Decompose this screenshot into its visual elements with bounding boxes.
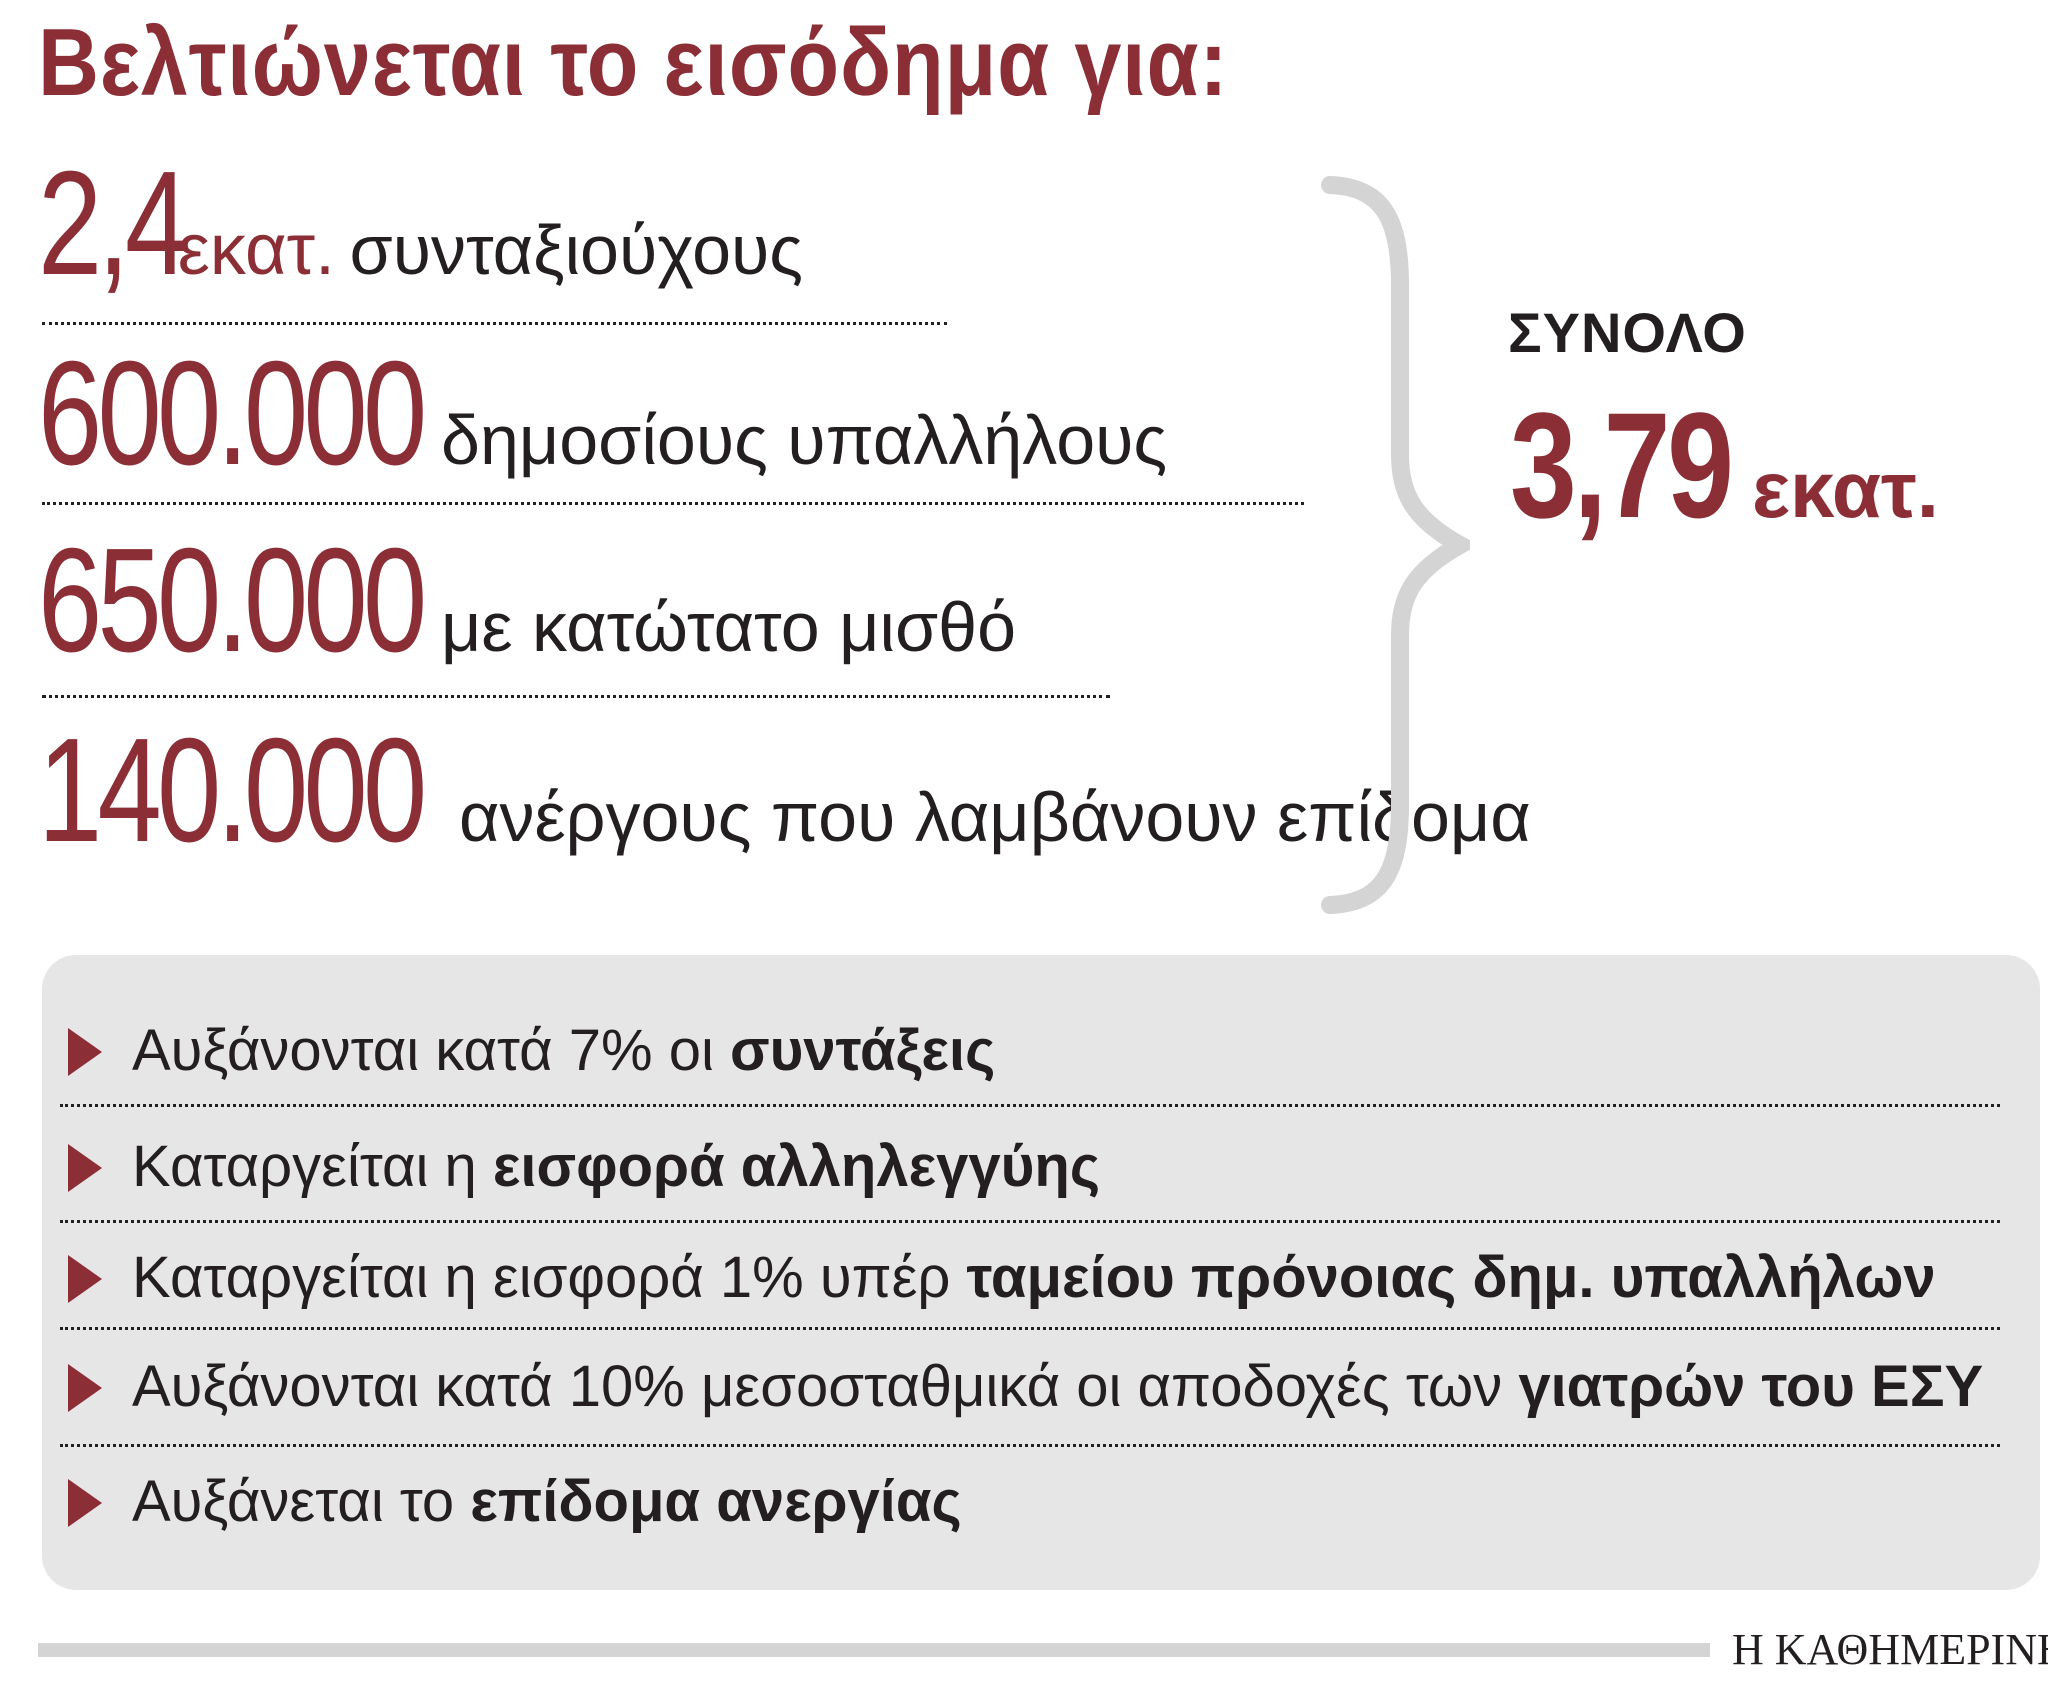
stat-label: ανέργους που λαμβάνουν επίδομα	[458, 778, 1531, 856]
measure-text: Αυξάνονται κατά 10% μεσοσταθμικά οι αποδ…	[132, 1354, 1519, 1419]
stat-number: 2,4	[38, 141, 189, 306]
stat-number: 600.000	[38, 331, 427, 496]
measure-item: Αυξάνονται κατά 7% οι συντάξεις	[68, 1022, 995, 1080]
total-label: ΣΥΝΟΛΟ	[1508, 301, 1747, 364]
divider	[60, 1444, 2000, 1447]
measure-bold: επίδομα ανεργίας	[470, 1469, 962, 1534]
stat-number: 650.000	[38, 518, 427, 683]
measure-item: Αυξάνονται κατά 10% μεσοσταθμικά οι αποδ…	[68, 1358, 1983, 1416]
measure-bold: συντάξεις	[729, 1018, 996, 1083]
stat-number: 140.000	[38, 708, 427, 873]
stat-label: συνταξιούχους	[349, 211, 804, 289]
measure-bold: ταμείου πρόνοιας δημ. υπαλλήλων	[966, 1245, 1936, 1310]
measures-panel	[42, 955, 2040, 1590]
curly-brace-icon	[1321, 176, 1470, 914]
divider	[42, 322, 947, 325]
stat-label: δημοσίους υπαλλήλους	[440, 401, 1168, 479]
divider	[60, 1327, 2000, 1330]
triangle-bullet-icon	[68, 1364, 102, 1412]
measure-text: Αυξάνονται κατά 7% οι	[132, 1018, 730, 1083]
stat-row-minimum-wage: 650.000 με κατώτατο μισθό	[38, 527, 1016, 675]
headline: Βελτιώνεται το εισόδημα για:	[38, 9, 1229, 116]
triangle-bullet-icon	[68, 1479, 102, 1527]
measure-bold: γιατρών του ΕΣΥ	[1518, 1354, 1984, 1419]
divider	[42, 695, 1110, 698]
stat-row-pensioners: 2,4εκατ. συνταξιούχους	[38, 150, 803, 298]
divider	[42, 502, 1304, 505]
measure-text: Καταργείται η	[132, 1134, 493, 1199]
divider	[60, 1220, 2000, 1223]
total-unit: εκατ.	[1751, 445, 1939, 534]
publisher-logo: Η ΚΑΘΗΜΕΡΙΝΗ	[1732, 1625, 2048, 1674]
measure-item: Καταργείται η εισφορά αλληλεγγύης	[68, 1138, 1100, 1196]
divider	[60, 1104, 2000, 1107]
measure-text: Αυξάνεται το	[132, 1469, 471, 1534]
stat-row-unemployed: 140.000 ανέργους που λαμβάνουν επίδομα	[38, 717, 1531, 865]
total-value: 3,79 εκατ.	[1510, 390, 1939, 540]
triangle-bullet-icon	[68, 1144, 102, 1192]
measure-bold: εισφορά αλληλεγγύης	[492, 1134, 1100, 1199]
stat-row-civil-servants: 600.000 δημοσίους υπαλλήλους	[38, 340, 1167, 488]
stat-label: με κατώτατο μισθό	[440, 588, 1017, 666]
measure-text: Καταργείται η εισφορά 1% υπέρ	[132, 1245, 967, 1310]
measure-item: Αυξάνεται το επίδομα ανεργίας	[68, 1473, 962, 1531]
measure-item: Καταργείται η εισφορά 1% υπέρ ταμείου πρ…	[68, 1249, 1936, 1307]
triangle-bullet-icon	[68, 1255, 102, 1303]
stat-unit: εκατ.	[177, 210, 336, 290]
triangle-bullet-icon	[68, 1028, 102, 1076]
total-number: 3,79	[1510, 381, 1734, 549]
footer-rule	[38, 1643, 1710, 1657]
